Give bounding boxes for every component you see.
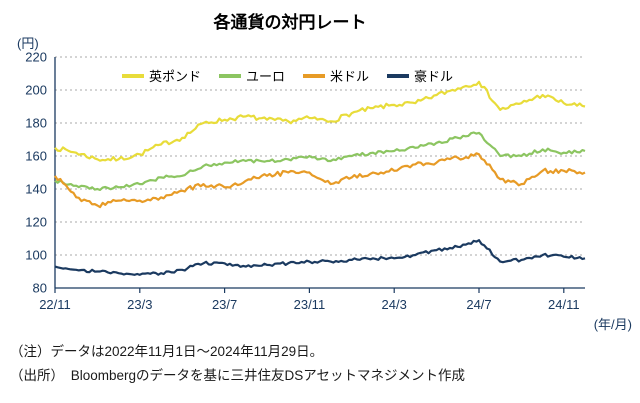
y-tick-label: 180 xyxy=(25,116,47,131)
y-tick-label: 120 xyxy=(25,215,47,230)
y-tick-label: 200 xyxy=(25,83,47,98)
x-tick-label: 24/3 xyxy=(382,297,407,312)
chart-title: 各通貨の対円レート xyxy=(213,13,367,32)
x-tick-label: 23/3 xyxy=(127,297,152,312)
legend-label-gbp: 英ポンド xyxy=(149,69,202,84)
chart-canvas: 80 100 120 140 160 180 200 220 22/11 23/3 23/7 23/1… xyxy=(25,50,586,312)
x-tick-label: 24/11 xyxy=(548,297,580,312)
x-tick-label: 24/7 xyxy=(466,297,491,312)
x-tick-label: 23/11 xyxy=(294,297,326,312)
legend-item-eur: ユーロ xyxy=(219,66,285,85)
legend-label-eur: ユーロ xyxy=(246,69,286,84)
legend-item-usd: 米ドル xyxy=(303,66,369,85)
legend-label-aud: 豪ドル xyxy=(414,69,454,84)
x-tick-label: 23/7 xyxy=(212,297,237,312)
note-source-attribution: （出所） Bloombergのデータを基に三井住友DSアセットマネジメント作成 xyxy=(10,368,466,384)
series-line-1 xyxy=(54,131,586,191)
legend-item-aud: 豪ドル xyxy=(387,66,453,85)
y-tick-label: 220 xyxy=(25,50,47,65)
series-line-2 xyxy=(54,152,586,209)
legend-swatch-usd xyxy=(303,73,326,78)
y-tick-label: 140 xyxy=(25,182,47,197)
x-tick-label: 22/11 xyxy=(39,297,71,312)
y-tick-label: 80 xyxy=(33,281,47,296)
footnotes: （注）データは2022年11月1日～2024年11月29日。 （出所） Bloo… xyxy=(10,340,465,389)
x-axis-unit-label: (年/月) xyxy=(593,317,632,332)
legend-item-gbp: 英ポンド xyxy=(122,66,201,85)
series-line-0 xyxy=(54,80,586,162)
legend-swatch-gbp xyxy=(122,73,144,78)
note-source-period: （注）データは2022年11月1日～2024年11月29日。 xyxy=(10,344,324,359)
chart-legend: 英ポンド ユーロ 米ドル 豪ドル xyxy=(122,66,453,85)
y-axis-unit-label: (円) xyxy=(17,36,39,51)
series-line-3 xyxy=(54,239,586,276)
legend-swatch-aud xyxy=(387,73,410,78)
legend-swatch-eur xyxy=(219,73,242,78)
y-tick-label: 100 xyxy=(25,248,47,263)
legend-label-usd: 米ドル xyxy=(330,69,370,84)
y-tick-label: 160 xyxy=(25,149,47,164)
